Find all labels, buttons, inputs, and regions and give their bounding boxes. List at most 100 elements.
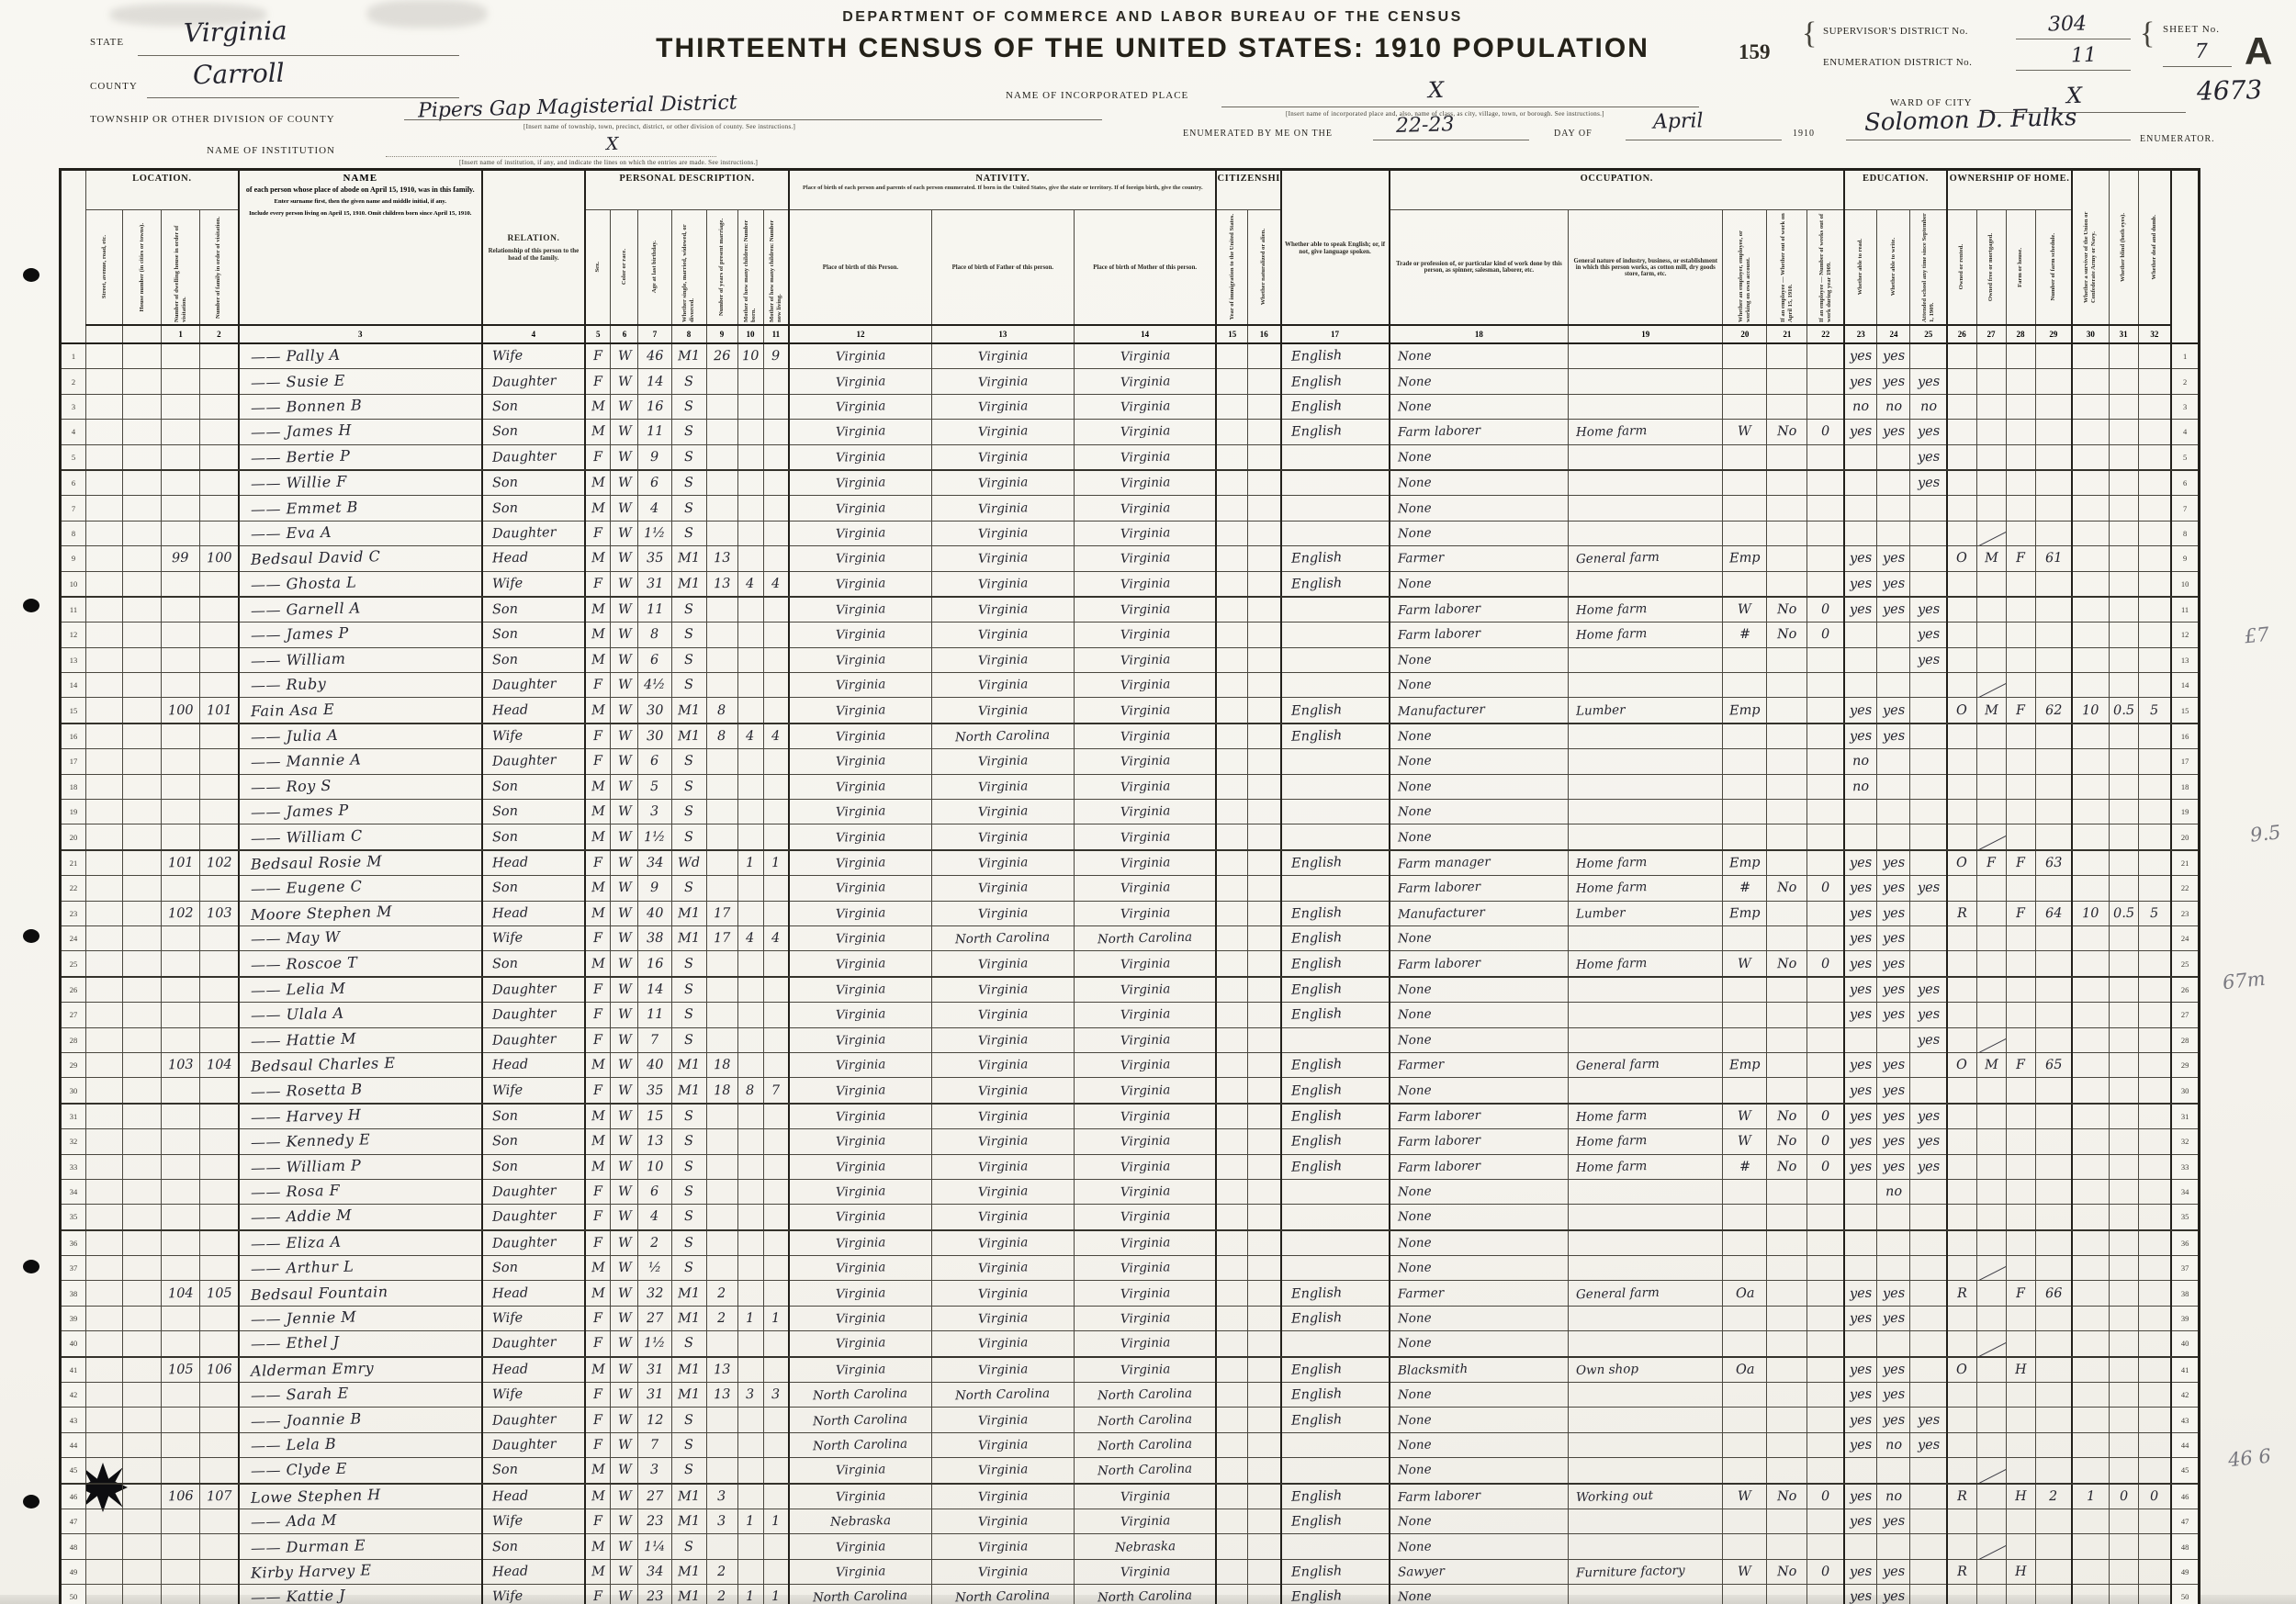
cell-yrs: 18 bbox=[705, 1077, 738, 1105]
col-out-number: 21 bbox=[1766, 324, 1808, 344]
cell-emp bbox=[1722, 368, 1768, 395]
cell-pobm: Virginia bbox=[1073, 1305, 1218, 1332]
cell-trade: Farm laborer bbox=[1389, 1153, 1570, 1180]
cell-free bbox=[1975, 1229, 2007, 1257]
cell-emp bbox=[1722, 1382, 1768, 1408]
cell-name: —— Kennedy E bbox=[238, 1128, 483, 1155]
cell-out bbox=[1766, 1584, 1808, 1604]
cell-trade: None bbox=[1389, 1204, 1570, 1231]
cell-nat bbox=[1246, 723, 1282, 750]
cell-ind: Home farm bbox=[1568, 1128, 1724, 1155]
cell-house bbox=[122, 1356, 163, 1384]
cell-mar: M1 bbox=[670, 1483, 707, 1509]
cell-dwell bbox=[161, 976, 201, 1004]
cell-read: yes bbox=[1843, 1483, 1878, 1509]
cell-sex: M bbox=[584, 1255, 612, 1282]
cell-eng: English bbox=[1280, 419, 1390, 445]
cell-deaf bbox=[2137, 1026, 2173, 1053]
cell-blind bbox=[2108, 1508, 2139, 1535]
cell-blind bbox=[2108, 495, 2139, 522]
cell-eng: English bbox=[1280, 1584, 1390, 1604]
cell-eng: English bbox=[1280, 545, 1390, 572]
cell-vet bbox=[2071, 1051, 2110, 1079]
cell-dwell bbox=[161, 469, 201, 497]
cell-name: —— Ulala A bbox=[238, 1002, 483, 1028]
punch-hole bbox=[23, 1260, 39, 1273]
census-row-42: 42 —— Sarah E Wife F W 31 M1 13 3 3 North Carolina… bbox=[59, 1382, 2200, 1408]
cell-color: W bbox=[610, 1026, 639, 1053]
cell-rel: Head bbox=[481, 1483, 586, 1509]
cell-age: 11 bbox=[637, 1002, 672, 1028]
cell-deaf bbox=[2137, 342, 2173, 370]
cell-fam bbox=[199, 342, 240, 370]
cell-name: —— Garnell A bbox=[238, 596, 483, 623]
cell-fam bbox=[199, 1153, 240, 1180]
cell-own bbox=[1946, 495, 1977, 522]
cell-rel: Son bbox=[481, 1457, 586, 1485]
cell-ind: Lumber bbox=[1568, 900, 1724, 926]
cell-pobf: North Carolina bbox=[930, 1382, 1075, 1408]
line-number: 28 bbox=[2170, 1026, 2200, 1053]
cell-street bbox=[85, 520, 124, 547]
cell-age: 34 bbox=[637, 1558, 672, 1586]
cell-ind: Home farm bbox=[1568, 1103, 1724, 1130]
cell-sex: M bbox=[584, 419, 612, 445]
cell-fh bbox=[2005, 773, 2036, 801]
cell-yrs bbox=[705, 748, 738, 775]
cell-pob: North Carolina bbox=[788, 1407, 932, 1433]
cell-yrs: 18 bbox=[705, 1051, 738, 1079]
cell-house bbox=[122, 824, 163, 851]
cell-wks bbox=[1806, 1280, 1845, 1307]
col-fam-header: Number of family in order of visitation. bbox=[199, 209, 240, 326]
cell-rel: Son bbox=[481, 950, 586, 978]
cell-vet bbox=[2071, 570, 2110, 598]
census-row-12: 12 —— James P Son M W 8 S Virginia Virginia Virgi… bbox=[59, 622, 2200, 648]
cell-own bbox=[1946, 1305, 1977, 1332]
cell-name: Alderman Emry bbox=[238, 1356, 483, 1384]
cell-wks: 0 bbox=[1806, 950, 1845, 978]
cell-pobf: Virginia bbox=[930, 1483, 1075, 1509]
cell-own bbox=[1946, 1457, 1977, 1485]
cell-fh bbox=[2005, 1002, 2036, 1028]
cell-fh bbox=[2005, 520, 2036, 547]
cell-pob: Virginia bbox=[788, 393, 932, 421]
cell-color: W bbox=[610, 1356, 639, 1384]
census-row-16: 16 —— Julia A Wife F W 30 M1 8 4 4 Virginia North C… bbox=[59, 723, 2200, 750]
cell-nat bbox=[1246, 748, 1282, 775]
cell-house bbox=[122, 1431, 163, 1459]
cell-deaf bbox=[2137, 723, 2173, 750]
cell-pob: Virginia bbox=[788, 1330, 932, 1358]
line-number: 26 bbox=[59, 976, 87, 1004]
cell-nat bbox=[1246, 672, 1282, 699]
cell-born bbox=[737, 596, 764, 623]
cell-free bbox=[1975, 1330, 2007, 1358]
cell-out: No bbox=[1766, 1558, 1808, 1586]
cell-street bbox=[85, 570, 124, 598]
cell-imm bbox=[1215, 469, 1249, 497]
cell-blind bbox=[2108, 1051, 2139, 1079]
cell-writ bbox=[1876, 1026, 1911, 1053]
cell-own bbox=[1946, 419, 1977, 445]
cell-dwell: 102 bbox=[161, 900, 201, 926]
cell-free bbox=[1975, 1558, 2007, 1586]
cell-pob: North Carolina bbox=[788, 1431, 932, 1459]
cell-free bbox=[1975, 824, 2007, 851]
cell-pobm: Virginia bbox=[1073, 849, 1218, 877]
cell-rel: Wife bbox=[481, 342, 586, 370]
cell-fam bbox=[199, 748, 240, 775]
cell-ind bbox=[1568, 646, 1724, 674]
cell-free bbox=[1975, 342, 2007, 370]
line-number: 20 bbox=[59, 824, 87, 851]
cell-wks bbox=[1806, 1305, 1845, 1332]
cell-age: 31 bbox=[637, 1382, 672, 1408]
cell-emp bbox=[1722, 570, 1768, 598]
col-free-number: 27 bbox=[1975, 324, 2007, 344]
cell-own bbox=[1946, 646, 1977, 674]
census-row-7: 7 —— Emmet B Son M W 4 S Virginia Virginia Virgin… bbox=[59, 495, 2200, 522]
cell-age: 10 bbox=[637, 1153, 672, 1180]
cell-wks bbox=[1806, 773, 1845, 801]
cell-free bbox=[1975, 443, 2007, 471]
cell-sched: 62 bbox=[2034, 697, 2074, 724]
cell-sch bbox=[1909, 1051, 1949, 1079]
cell-wks bbox=[1806, 1204, 1845, 1231]
